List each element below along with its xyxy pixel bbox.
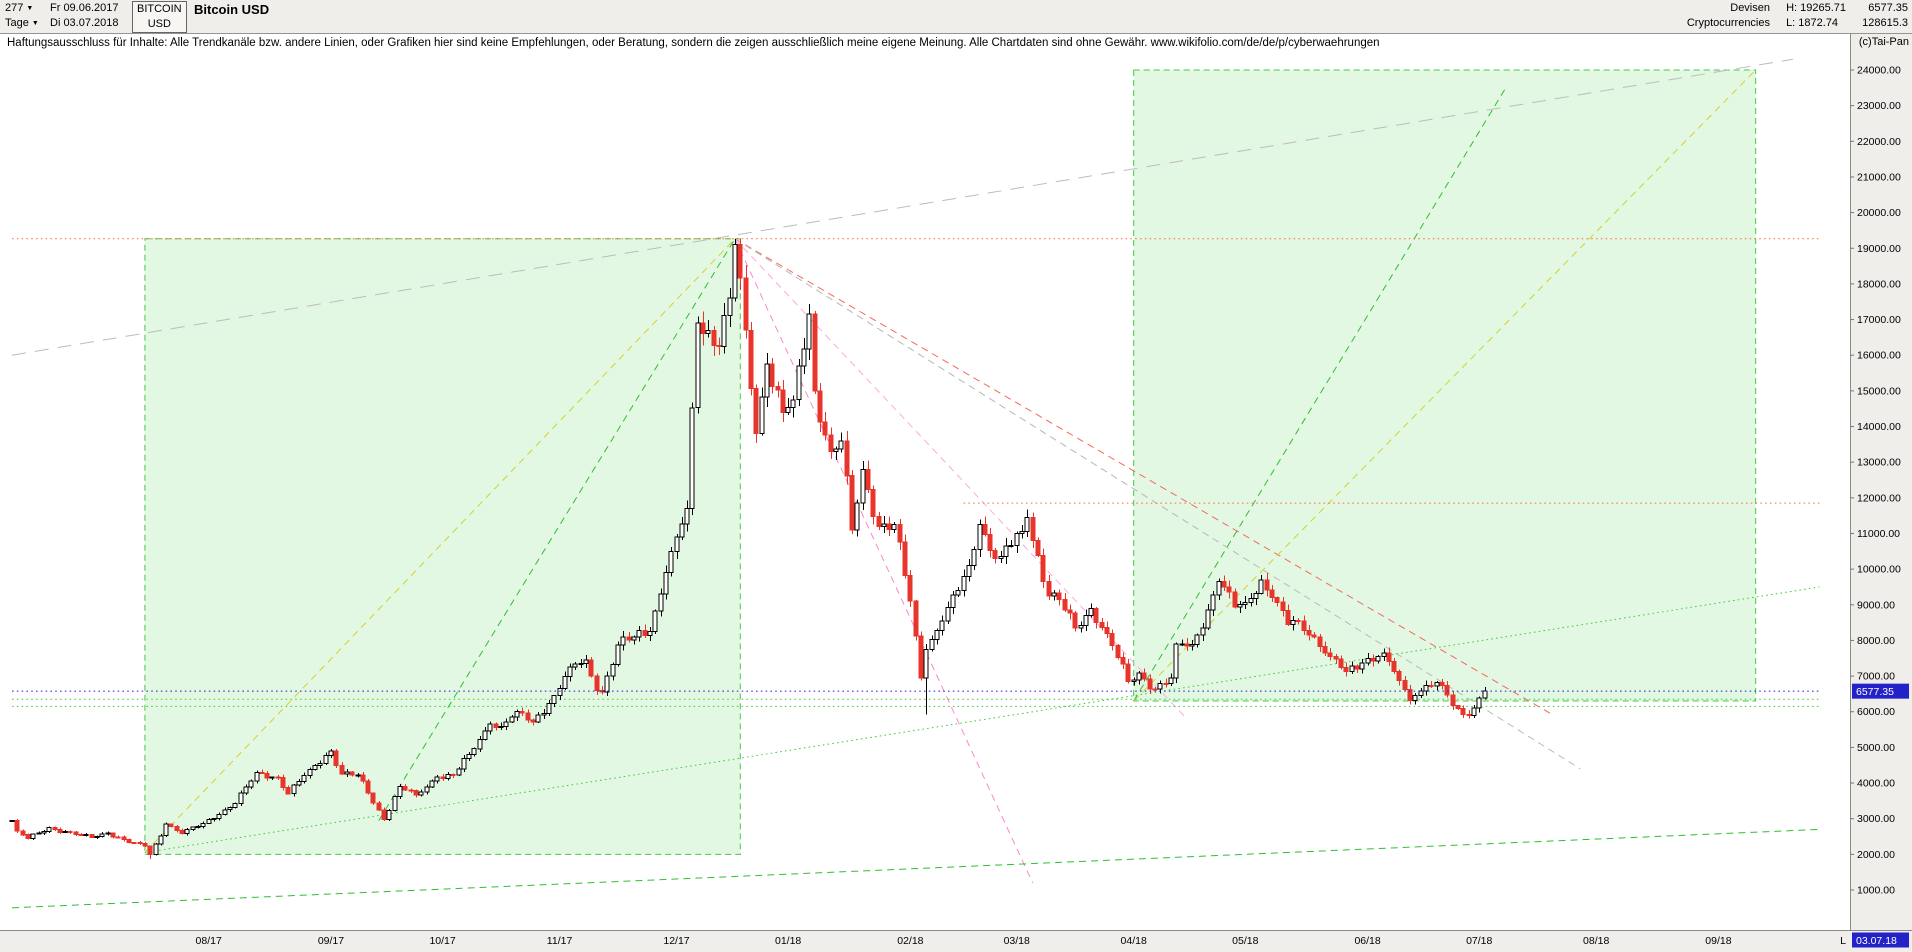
axis-frame [0,34,1912,931]
candles-layer [9,238,1488,859]
y-axis-labels: 24000.00 23000.00 22000.00 21000.00 20000.00… [1850,65,1901,897]
svg-text:24000.00: 24000.00 [1857,65,1901,77]
last-price-value: 6577.35 [1868,2,1908,14]
bars-count-value: 277 [5,2,24,14]
svg-text:16000.00: 16000.00 [1857,350,1901,362]
svg-text:08/17: 08/17 [196,935,222,947]
svg-text:12/17: 12/17 [663,935,689,947]
symbol-code: BITCOIN [137,3,182,15]
symbol-box[interactable]: BITCOIN USD [132,1,187,33]
horizontal-lines [12,238,1820,707]
bars-count-dropdown[interactable]: 277 ▼ [5,1,39,16]
svg-text:10000.00: 10000.00 [1857,564,1901,576]
date-to: Di 03.07.2018 [50,17,119,29]
low-value: L: 1872.74 [1786,17,1839,29]
svg-text:02/18: 02/18 [897,935,923,947]
svg-text:06/18: 06/18 [1354,935,1380,947]
category-line2: Cryptocurrencies [1686,17,1770,29]
svg-text:18000.00: 18000.00 [1857,278,1901,290]
secondary-value: 128615.3 [1862,17,1908,29]
chevron-down-icon: ▼ [26,5,34,12]
chevron-down-icon: ▼ [31,20,39,27]
svg-text:1000.00: 1000.00 [1857,885,1895,897]
symbol-currency: USD [147,18,171,30]
svg-text:01/18: 01/18 [775,935,801,947]
svg-text:07/18: 07/18 [1466,935,1492,947]
svg-text:21000.00: 21000.00 [1857,171,1901,183]
svg-text:4000.00: 4000.00 [1857,778,1895,790]
svg-text:12000.00: 12000.00 [1857,492,1901,504]
svg-text:3000.00: 3000.00 [1857,813,1895,825]
date-from: Fr 09.06.2017 [50,2,119,14]
svg-text:09/18: 09/18 [1705,935,1731,947]
disclaimer-text: Haftungsausschluss für Inhalte: Alle Tre… [7,37,1380,49]
svg-text:03/18: 03/18 [1004,935,1030,947]
svg-text:9000.00: 9000.00 [1857,599,1895,611]
svg-text:13000.00: 13000.00 [1857,457,1901,469]
plot-background [0,34,1850,930]
svg-text:6000.00: 6000.00 [1857,706,1895,718]
svg-text:15000.00: 15000.00 [1857,385,1901,397]
svg-text:20000.00: 20000.00 [1857,207,1901,219]
svg-text:11/17: 11/17 [547,935,573,947]
svg-text:2000.00: 2000.00 [1857,849,1895,861]
last-date-marker: L 03.07.18 [1840,932,1909,948]
period-label: Tage [5,17,29,29]
copyright-label: (c)Tai-Pan [1858,36,1909,48]
svg-text:09/17: 09/17 [318,935,344,947]
chart-title: Bitcoin USD [194,2,270,17]
svg-text:8000.00: 8000.00 [1857,635,1895,647]
last-price-marker: 6577.35 [1852,683,1909,699]
svg-text:04/18: 04/18 [1121,935,1147,947]
svg-text:05/18: 05/18 [1232,935,1258,947]
svg-text:08/18: 08/18 [1583,935,1609,947]
svg-text:19000.00: 19000.00 [1857,243,1901,255]
high-value: H: 19265.71 [1786,2,1846,14]
svg-text:22000.00: 22000.00 [1857,136,1901,148]
svg-text:11000.00: 11000.00 [1857,528,1900,540]
svg-text:7000.00: 7000.00 [1857,671,1895,683]
svg-text:17000.00: 17000.00 [1857,314,1901,326]
svg-text:6577.35: 6577.35 [1856,686,1894,698]
svg-text:14000.00: 14000.00 [1857,421,1901,433]
period-dropdown[interactable]: Tage ▼ [5,16,39,31]
svg-text:03.07.18: 03.07.18 [1856,935,1897,947]
category-line1: Devisen [1730,2,1770,14]
svg-text:L: L [1840,935,1846,947]
svg-text:5000.00: 5000.00 [1857,742,1895,754]
svg-text:10/17: 10/17 [429,935,455,947]
x-axis-labels: 08/17 09/17 10/17 11/17 12/17 01/18 02/18 03/18… [196,935,1732,947]
chart-header: 277 ▼ Tage ▼ Fr 09.06.2017 Di 03.07.2018 B… [0,0,1912,34]
svg-text:23000.00: 23000.00 [1857,100,1901,112]
